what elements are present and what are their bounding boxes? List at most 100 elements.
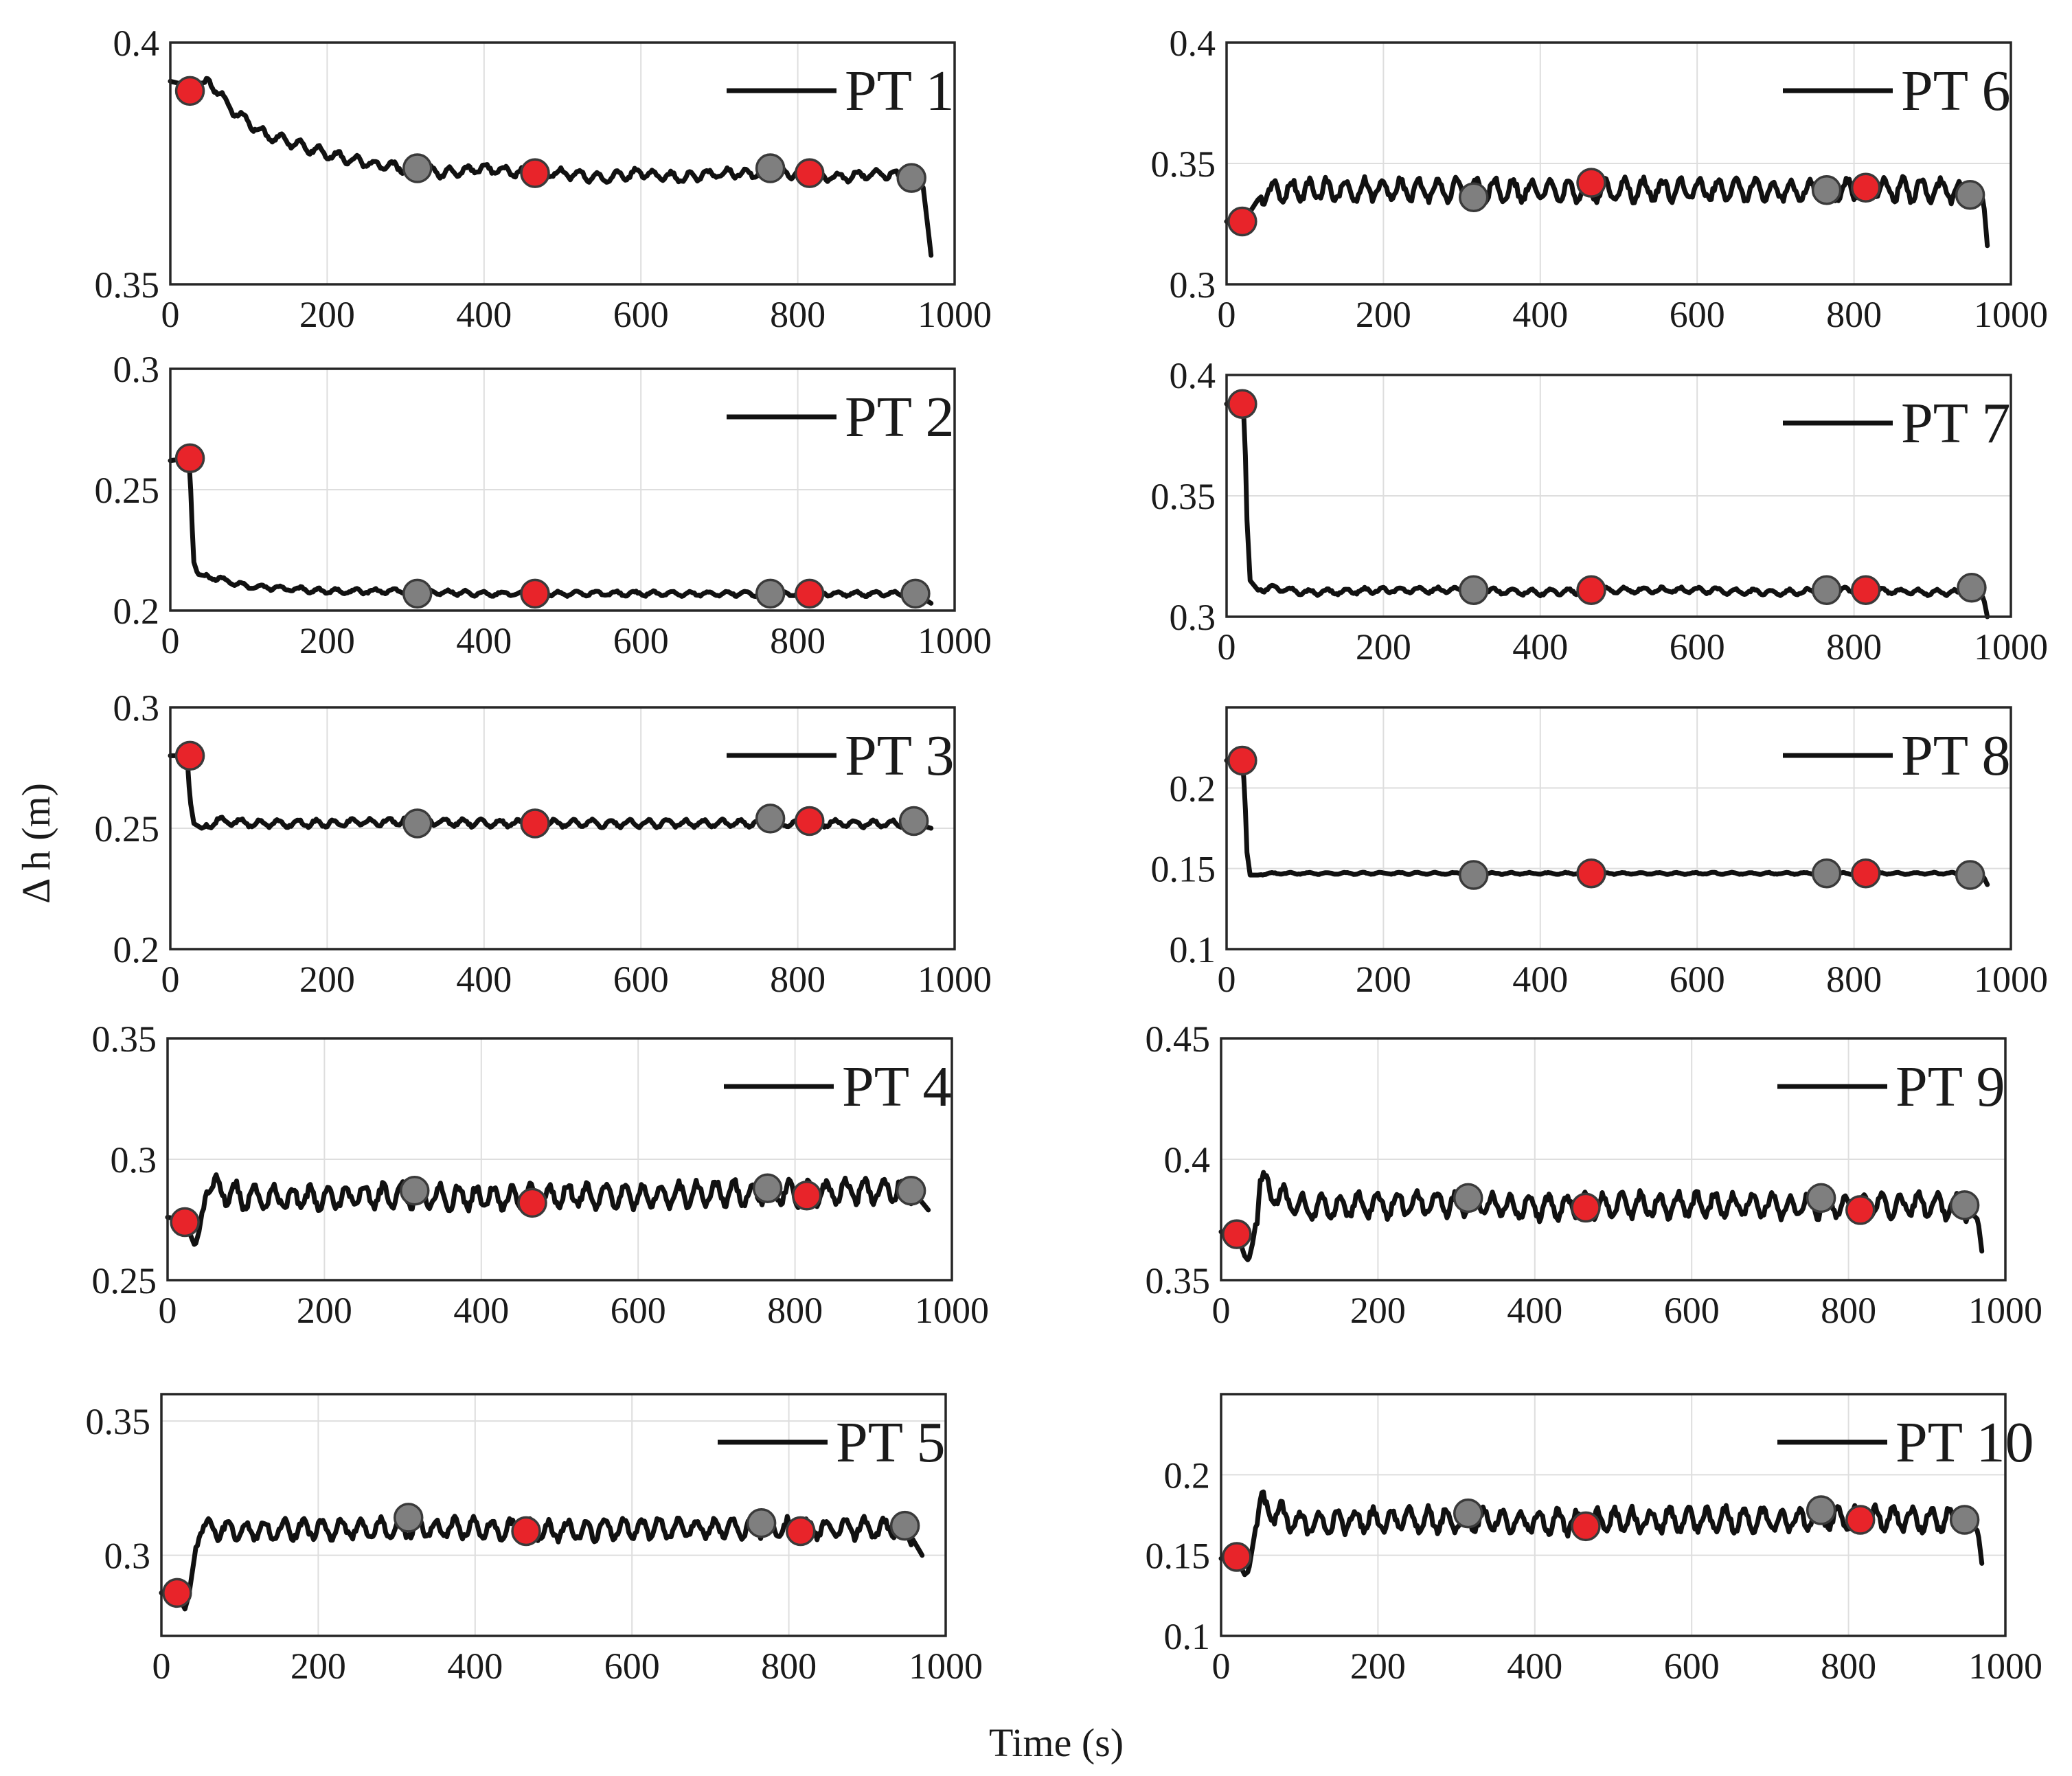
x-tick-label: 600: [613, 959, 669, 1000]
red-marker: [1222, 1542, 1252, 1572]
red-marker: [1845, 1505, 1876, 1535]
y-tick-label: 0.35: [1151, 476, 1216, 517]
gray-marker: [898, 806, 929, 836]
y-tick-label: 0.15: [1146, 1536, 1211, 1577]
gray-marker: [1811, 858, 1842, 889]
red-marker: [174, 76, 205, 106]
x-tick-label: 800: [770, 294, 826, 335]
red-marker: [785, 1516, 816, 1547]
x-tick-label: 1000: [1968, 1290, 2042, 1331]
axes-frame: [1220, 1037, 2007, 1282]
y-tick-label: 0.35: [1146, 1260, 1211, 1301]
red-marker: [520, 158, 550, 188]
red-marker: [791, 1181, 822, 1211]
series-line: [1218, 1489, 1985, 1578]
gray-marker: [1806, 1495, 1836, 1525]
x-tick-label: 200: [297, 1290, 352, 1331]
x-tick-label: 200: [1356, 959, 1411, 1000]
x-tick-label: 400: [1507, 1646, 1562, 1687]
red-marker: [511, 1516, 541, 1547]
x-tick-label: 0: [161, 959, 180, 1000]
gray-marker: [755, 804, 786, 834]
axes-frame: [160, 1393, 947, 1637]
gray-marker: [900, 578, 931, 609]
gray-marker: [1949, 1505, 1980, 1535]
axes-frame: [166, 1037, 953, 1282]
chart-panel-3: 0 200 400 600 800 1000 0.2 0.25 0.3 PT 3: [95, 687, 992, 1000]
x-tick-label: 1000: [918, 294, 992, 335]
gray-marker: [752, 1173, 783, 1203]
gray-marker: [1458, 860, 1489, 890]
gray-marker: [746, 1507, 777, 1538]
gray-marker: [1458, 182, 1489, 213]
red-marker: [174, 740, 205, 771]
gray-marker: [1453, 1498, 1483, 1529]
y-tick-label: 0.3: [113, 687, 160, 729]
red-marker: [1227, 389, 1257, 419]
y-tick-label: 0.2: [113, 591, 160, 632]
axes-frame: [169, 41, 956, 286]
axes-frame: [169, 367, 956, 612]
chart-panel-6: 0 200 400 600 800 1000 0.3 0.35 0.4 PT 6: [1151, 23, 2049, 335]
legend-label: PT 7: [1901, 391, 2011, 455]
gray-marker: [1955, 860, 1985, 890]
axes-frame: [169, 706, 956, 950]
y-tick-label: 0.4: [113, 23, 160, 64]
y-tick-label: 0.2: [1170, 768, 1216, 809]
y-tick-label: 0.1: [1170, 929, 1216, 970]
x-tick-label: 800: [1821, 1646, 1876, 1687]
gray-marker: [896, 163, 926, 193]
gray-marker: [755, 578, 786, 609]
y-tick-label: 0.25: [95, 470, 160, 511]
x-tick-label: 1000: [918, 620, 992, 661]
red-marker: [1576, 858, 1606, 889]
legend-label: PT 1: [845, 59, 955, 123]
x-tick-label: 400: [1512, 626, 1568, 668]
x-tick-label: 800: [1826, 626, 1882, 668]
x-tick-label: 400: [1512, 294, 1568, 335]
red-marker: [794, 806, 825, 836]
red-marker: [1576, 575, 1606, 606]
chart-panel-4: 0 200 400 600 800 1000 0.25 0.3 0.35 PT 4: [92, 1018, 990, 1331]
x-tick-label: 200: [291, 1646, 346, 1687]
x-tick-label: 200: [299, 620, 355, 661]
gray-marker: [889, 1510, 920, 1541]
x-tick-label: 200: [1356, 626, 1411, 668]
gray-marker: [1458, 575, 1489, 606]
chart-panel-1: 0 200 400 600 800 1000 0.35 0.4 PT 1: [95, 23, 992, 335]
x-tick-label: 800: [1821, 1290, 1876, 1331]
chart-panel-8: 0 200 400 600 800 1000 0.1 0.15 0.2 PT 8: [1151, 706, 2048, 1000]
x-tick-label: 600: [611, 1290, 666, 1331]
red-marker: [1571, 1192, 1601, 1223]
x-tick-label: 1000: [909, 1646, 983, 1687]
x-tick-label: 1000: [1968, 1646, 2042, 1687]
red-marker: [517, 1187, 547, 1218]
y-tick-label: 0.3: [1170, 264, 1216, 306]
red-marker: [170, 1207, 200, 1238]
gray-marker: [399, 1176, 430, 1206]
gray-marker: [1806, 1183, 1836, 1214]
red-marker: [1227, 745, 1257, 776]
gray-marker: [402, 808, 433, 839]
y-tick-label: 0.3: [1170, 597, 1216, 638]
y-tick-label: 0.35: [92, 1018, 157, 1060]
x-tick-label: 600: [1664, 1290, 1720, 1331]
legend-label: PT 4: [842, 1055, 952, 1119]
red-marker: [1576, 168, 1606, 198]
legend-label: PT 9: [1895, 1055, 2005, 1119]
x-tick-label: 600: [604, 1646, 660, 1687]
y-tick-label: 0.25: [92, 1260, 157, 1301]
x-tick-label: 200: [299, 959, 355, 1000]
axes-frame: [1220, 1393, 2007, 1637]
chart-panel-5: 0 200 400 600 800 1000 0.3 0.35 PT 5: [86, 1393, 983, 1687]
x-tick-label: 400: [1512, 959, 1568, 1000]
gray-marker: [1811, 174, 1842, 205]
x-tick-label: 800: [761, 1646, 817, 1687]
axes-frame: [1225, 374, 2012, 618]
y-tick-label: 0.3: [111, 1139, 157, 1181]
chart-panel-7: 0 200 400 600 800 1000 0.3 0.35 0.4 PT 7: [1151, 355, 2049, 668]
y-tick-label: 0.3: [104, 1536, 151, 1577]
legend-label: PT 6: [1901, 59, 2011, 123]
red-marker: [1850, 575, 1881, 606]
